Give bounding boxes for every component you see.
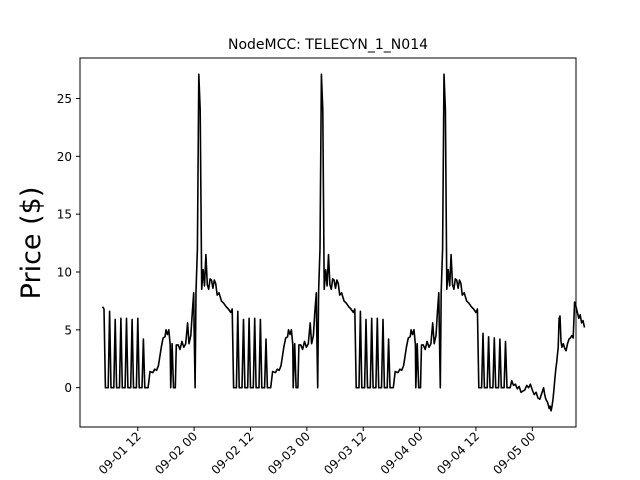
y-tick-label: 20 xyxy=(57,150,72,164)
y-tick-label: 0 xyxy=(64,381,72,395)
y-tick-label: 25 xyxy=(57,92,72,106)
y-axis-label: Price ($) xyxy=(16,187,47,300)
axes-frame xyxy=(79,57,577,428)
y-axis: 0 5 10 15 20 25 xyxy=(57,92,80,395)
chart-title: NodeMCC: TELECYN_1_N014 xyxy=(228,37,428,53)
y-tick-label: 5 xyxy=(64,323,72,337)
y-tick-label: 15 xyxy=(57,208,72,222)
series-line xyxy=(101,73,586,412)
y-tick-label: 10 xyxy=(57,265,72,279)
